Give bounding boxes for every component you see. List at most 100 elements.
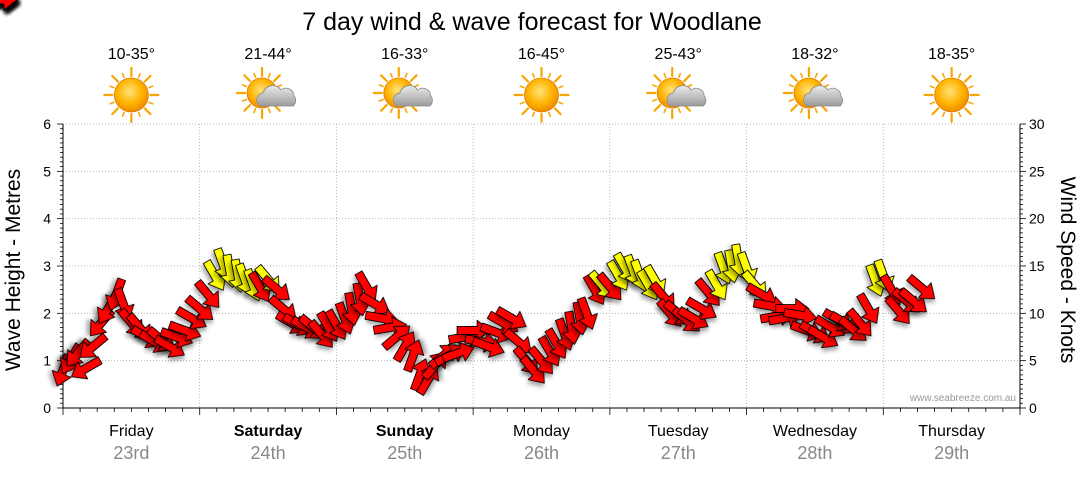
wind-arrow <box>813 314 846 338</box>
sun-ray <box>652 98 658 102</box>
sun-ray <box>968 101 974 105</box>
day-date-label: 27th <box>661 443 696 463</box>
sun-ray <box>929 85 935 89</box>
y-tick-label-right: 15 <box>1029 258 1045 274</box>
cloud-shape <box>803 85 843 107</box>
sun-ray <box>109 85 115 89</box>
sun-ray <box>531 111 536 118</box>
temperature-range: 10-35° <box>108 46 155 63</box>
sun-ray <box>243 103 252 112</box>
sun-ray <box>663 107 667 114</box>
wind-arrow <box>175 306 207 330</box>
wind-arrow <box>441 341 475 363</box>
wind-arrow <box>261 274 290 301</box>
sun-ray <box>143 74 152 83</box>
sun-ray <box>788 84 795 88</box>
sun-icon <box>923 66 980 124</box>
sun-ray <box>378 84 384 88</box>
cloud-shape <box>256 85 297 107</box>
y-tick-label-right: 25 <box>1029 163 1045 179</box>
sun-ray <box>790 103 799 112</box>
sun-ray <box>521 74 530 83</box>
sun-ray <box>663 72 667 79</box>
wind-arrow <box>782 305 818 327</box>
cloud-icon <box>666 85 707 107</box>
sun-ray <box>553 107 562 116</box>
sun-ray <box>121 72 125 79</box>
wind-arrow <box>906 274 936 300</box>
sun-icon <box>103 66 160 124</box>
day-date-label: 24th <box>251 443 286 463</box>
sun-ray <box>958 72 962 79</box>
sun-ray <box>389 72 394 79</box>
day-labels: Friday 23rd Saturday 24th Sunday 25th Monday 26… <box>109 423 985 463</box>
sun-ray <box>241 98 248 102</box>
wind-arrow <box>153 334 185 358</box>
sun-ray <box>241 84 248 88</box>
day-date-label: 28th <box>797 443 832 463</box>
sun-ray <box>148 85 154 89</box>
sun-ray <box>276 84 283 88</box>
wind-arrow <box>704 268 728 301</box>
wind-arrow <box>0 0 18 11</box>
y-tick-label-left: 6 <box>43 116 51 132</box>
sun-ray <box>553 74 562 83</box>
y-tick-label-right: 0 <box>1029 400 1037 416</box>
cloud-icon <box>392 85 433 107</box>
sun-ray <box>653 74 662 83</box>
watermark: www.seabreeze.com.au <box>909 393 1016 404</box>
sun-ray <box>148 101 154 105</box>
wind-arrow <box>596 271 622 301</box>
wind-arrow <box>561 310 583 345</box>
wind-arrows <box>0 0 936 396</box>
cloud-shape <box>392 85 433 107</box>
wind-arrow <box>471 336 505 358</box>
sun-cloud-icon <box>235 66 297 120</box>
sun-ray <box>931 74 940 83</box>
temperature-range: 16-33° <box>381 46 428 63</box>
sun-cloud-icon <box>372 66 433 120</box>
sun-ray <box>788 98 795 102</box>
cloud-shape <box>666 85 707 107</box>
sun-ray <box>137 111 141 118</box>
day-name-label: Wednesday <box>773 423 857 440</box>
sun-ray <box>558 85 564 89</box>
sun-ray <box>790 74 799 83</box>
sun-ray <box>558 101 564 105</box>
sun-ray <box>653 103 662 112</box>
sun-ray <box>380 74 388 83</box>
cloud-icon <box>803 85 843 107</box>
sun-ray <box>823 84 830 88</box>
y-tick-label-left: 1 <box>43 353 51 369</box>
y-axis-title-left: Wave Height - Metres <box>2 169 25 371</box>
sun-ray <box>963 107 972 116</box>
day-date-label: 29th <box>934 443 969 463</box>
temperature-range: 18-35° <box>928 46 975 63</box>
sun-ray <box>243 74 252 83</box>
wind-arrow <box>676 306 709 330</box>
sun-ray <box>272 74 281 83</box>
sun-ray <box>111 107 120 116</box>
wind-arrow <box>846 307 872 337</box>
wind-arrow <box>898 287 927 313</box>
day-date-label: 26th <box>524 443 559 463</box>
chart-axes: 0 1 2 3 4 5 6 0 5 10 15 20 25 30 Wave Height - Metres W… <box>2 116 1079 416</box>
sun-ray <box>413 84 419 88</box>
sun-ray <box>963 74 972 83</box>
wind-arrow <box>856 292 880 324</box>
sun-ray <box>121 111 125 118</box>
day-name-label: Friday <box>109 423 153 440</box>
sun-icon <box>513 66 570 124</box>
wind-arrow <box>184 294 214 320</box>
temperature-range: 21-44° <box>244 46 291 63</box>
sun-ray <box>958 111 962 118</box>
y-tick-label-right: 5 <box>1029 353 1037 369</box>
sun-ray <box>929 101 935 105</box>
sun-ray <box>652 84 658 88</box>
sun-disc <box>524 77 559 113</box>
wind-arrow <box>392 331 416 363</box>
day-name-label: Thursday <box>918 423 985 440</box>
sun-icon <box>923 66 980 124</box>
sun-ray <box>800 72 804 79</box>
